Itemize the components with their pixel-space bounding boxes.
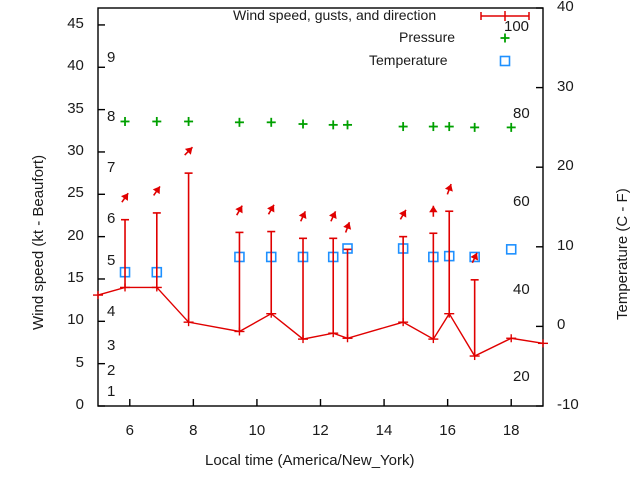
pressure-series <box>120 116 516 132</box>
x-tick-label-12: 12 <box>312 422 329 439</box>
legend-label-pressure[interactable]: Pressure <box>399 29 456 45</box>
beaufort-label-9: 9 <box>107 48 116 66</box>
y2-axis-title: Temperature (C - F) <box>614 188 631 320</box>
y-tick-label-10: 10 <box>67 311 84 329</box>
x-axis-title: Local time (America/New_York) <box>205 452 415 469</box>
beaufort-label-4: 4 <box>107 302 116 320</box>
x-tick-label-8: 8 <box>189 422 198 439</box>
fahrenheit-label-40: 40 <box>513 280 530 298</box>
fahrenheit-label-100: 100 <box>504 17 530 35</box>
y-tick-label-35: 35 <box>67 99 84 117</box>
fahrenheit-label-20: 20 <box>513 368 530 386</box>
beaufort-label-5: 5 <box>107 252 116 270</box>
x-tick-label-10: 10 <box>248 422 266 439</box>
beaufort-label-3: 3 <box>107 336 116 354</box>
y-tick-label-0: 0 <box>75 396 84 413</box>
y2-tick-label-20: 20 <box>557 157 574 175</box>
wind-speed-series <box>93 172 548 361</box>
beaufort-label-7: 7 <box>107 158 116 176</box>
y-tick-label-15: 15 <box>67 268 84 286</box>
y-tick-label-45: 45 <box>67 14 84 32</box>
y-axis-ticks <box>98 24 105 407</box>
x-tick-label-18: 18 <box>502 422 520 439</box>
y-tick-label-25: 25 <box>67 184 84 202</box>
legend-label-wind[interactable]: Wind speed, gusts, and direction <box>233 7 437 23</box>
y2-tick-label-0: 0 <box>557 316 566 334</box>
beaufort-label-8: 8 <box>107 108 116 126</box>
y2-tick-label--10: -10 <box>557 396 579 413</box>
fahrenheit-label-60: 60 <box>513 193 530 211</box>
x-axis-ticks <box>129 399 512 406</box>
y-tick-label-20: 20 <box>67 226 84 244</box>
fahrenheit-label-80: 80 <box>513 105 530 123</box>
legend-label-temperature[interactable]: Temperature <box>369 52 448 68</box>
plot-frame <box>97 7 544 407</box>
x-tick-label-16: 16 <box>439 422 456 439</box>
wind-direction-arrows <box>121 146 479 264</box>
legend-markers <box>480 11 530 67</box>
x-tick-label-14: 14 <box>375 422 393 439</box>
y-tick-label-5: 5 <box>75 353 84 371</box>
beaufort-label-1: 1 <box>107 383 116 401</box>
x-tick-label-6: 6 <box>125 422 134 439</box>
beaufort-label-2: 2 <box>107 362 116 380</box>
y-tick-label-40: 40 <box>67 57 84 75</box>
y2-tick-label-30: 30 <box>557 77 574 95</box>
y-axis-title: Wind speed (kt - Beaufort) <box>30 154 47 330</box>
y2-tick-label-10: 10 <box>557 236 574 254</box>
temperature-series <box>119 243 517 278</box>
y2-tick-label-40: 40 <box>557 0 574 15</box>
beaufort-label-6: 6 <box>107 209 116 227</box>
y-tick-label-30: 30 <box>67 141 84 159</box>
y2-axis-ticks <box>536 7 543 407</box>
